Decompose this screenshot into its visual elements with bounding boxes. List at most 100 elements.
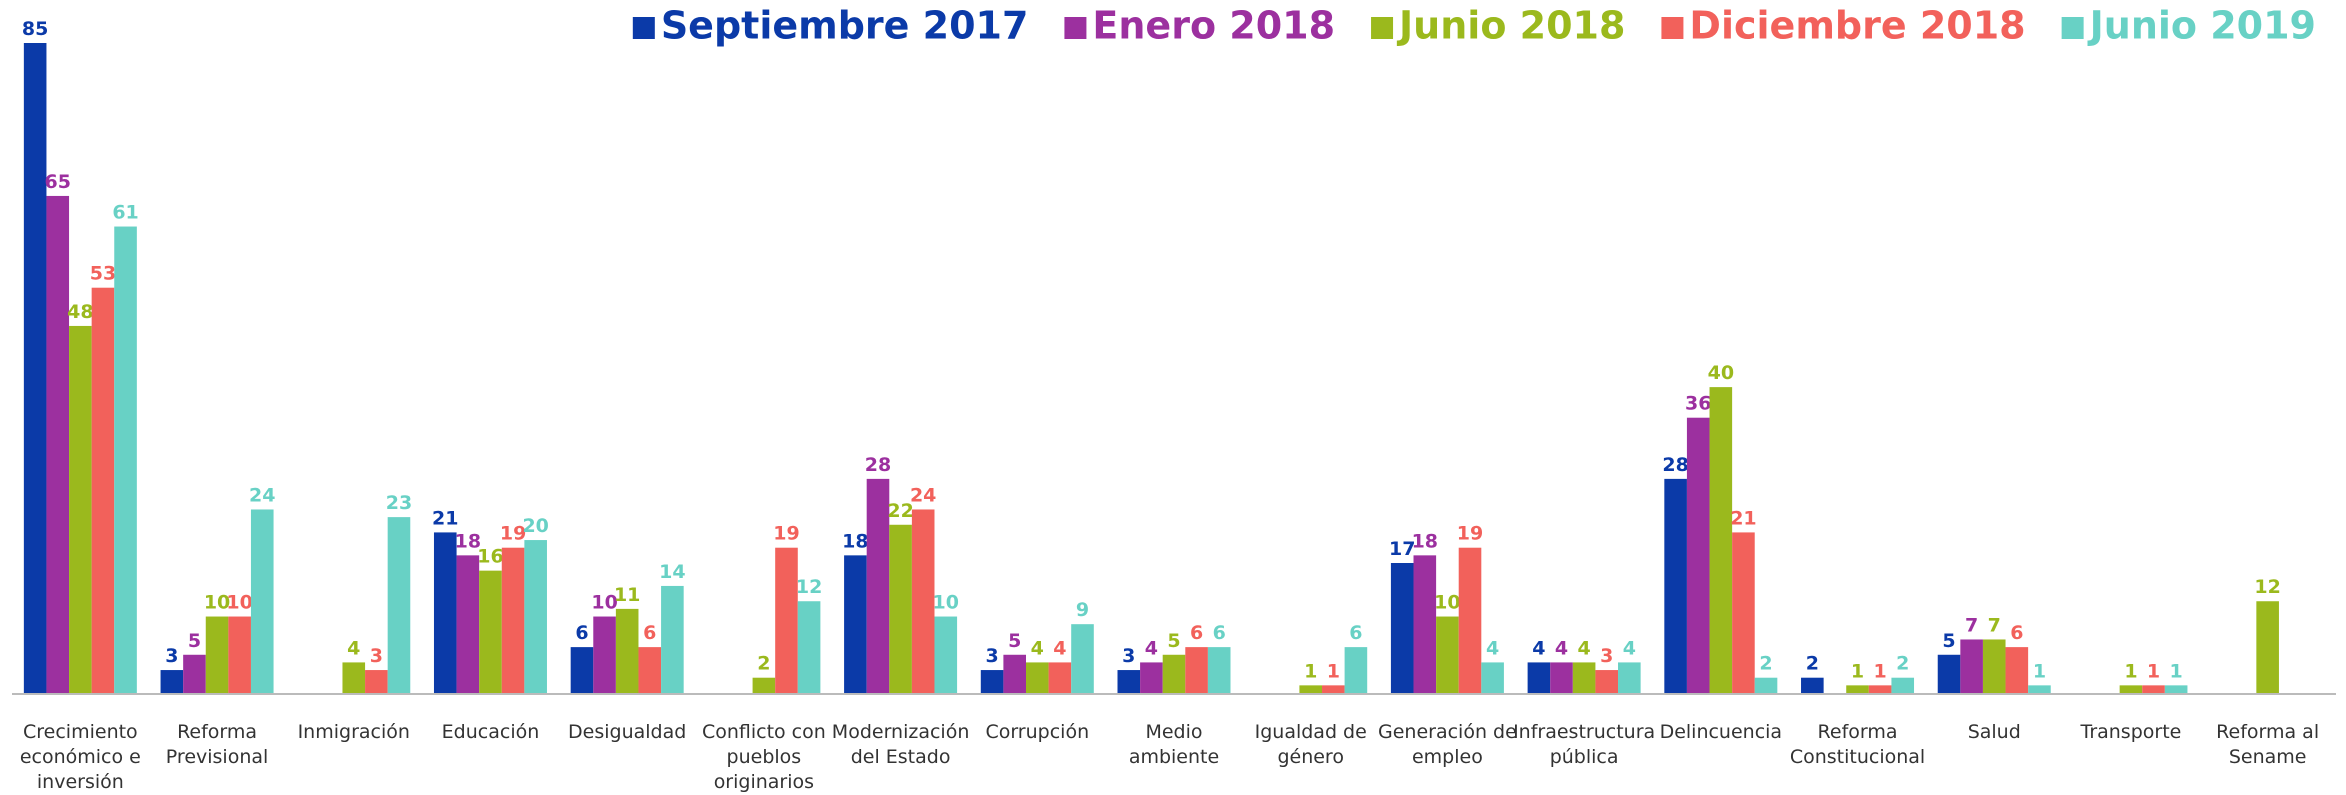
data-label: 18	[1412, 530, 1438, 552]
x-tick-label: Reforma Constitucional	[1790, 721, 1925, 768]
bar	[1868, 685, 1892, 693]
data-label: 4	[1578, 637, 1591, 659]
x-tick-label: Delincuencia	[1660, 721, 1783, 743]
data-label: 10	[226, 592, 252, 614]
bar	[479, 570, 502, 693]
data-label: 53	[90, 263, 116, 285]
bar	[1527, 662, 1551, 693]
data-label: 28	[865, 454, 891, 476]
data-label: 10	[204, 592, 230, 614]
x-tick-label: Educación	[442, 721, 540, 743]
data-label: 1	[1327, 660, 1340, 682]
bar	[1140, 662, 1163, 693]
bar	[1413, 555, 1437, 693]
bar	[1162, 654, 1186, 693]
bar	[1754, 677, 1778, 693]
bar	[1709, 387, 1733, 693]
bar	[1664, 478, 1687, 693]
data-label: 6	[1190, 622, 1203, 644]
bar	[1436, 616, 1459, 693]
bar	[23, 43, 47, 693]
data-label: 3	[985, 645, 998, 667]
data-label: 85	[22, 18, 48, 40]
data-label: 1	[1851, 660, 1864, 682]
data-label: 3	[370, 645, 383, 667]
bar	[2028, 685, 2051, 693]
data-label: 10	[591, 592, 617, 614]
bar	[1732, 532, 1755, 693]
data-label: 6	[1213, 622, 1226, 644]
data-label: 3	[1600, 645, 1613, 667]
data-label: 4	[1623, 637, 1636, 659]
bar	[1618, 662, 1641, 693]
data-label: 20	[522, 515, 548, 537]
bar	[911, 509, 935, 693]
data-label: 6	[575, 622, 588, 644]
data-label: 6	[643, 622, 656, 644]
data-label: 16	[477, 546, 503, 568]
bar	[524, 540, 547, 693]
data-label: 40	[1708, 362, 1734, 384]
data-label: 11	[614, 584, 640, 606]
bar	[501, 547, 525, 693]
data-label: 48	[67, 301, 93, 323]
x-tick-label: Modernización del Estado	[832, 721, 970, 768]
data-label: 2	[1806, 653, 1819, 675]
bar	[228, 616, 251, 693]
legend-label: Septiembre 2017	[661, 4, 1029, 48]
legend-label: Junio 2019	[2087, 4, 2316, 48]
data-label: 19	[500, 523, 526, 545]
bar	[1003, 654, 1026, 693]
data-label: 2	[1759, 653, 1772, 675]
data-label: 21	[432, 507, 458, 529]
data-label: 28	[1662, 454, 1688, 476]
bar	[1572, 662, 1596, 693]
bar	[205, 616, 229, 693]
x-tick-label: Corrupción	[985, 721, 1089, 743]
data-label: 4	[1145, 637, 1158, 659]
legend-label: Diciembre 2018	[1689, 4, 2025, 48]
bar	[934, 616, 958, 693]
data-label: 7	[1965, 614, 1978, 636]
bar	[1117, 670, 1141, 693]
data-label: 1	[2170, 660, 2183, 682]
bar	[1322, 685, 1345, 693]
data-label: 4	[347, 637, 360, 659]
bar	[1344, 647, 1368, 693]
bar	[661, 585, 684, 693]
data-label: 18	[455, 530, 481, 552]
data-label: 1	[1874, 660, 1887, 682]
bar	[775, 547, 798, 693]
data-label: 10	[933, 592, 959, 614]
data-label: 36	[1685, 393, 1711, 415]
bar	[1801, 677, 1824, 693]
bar	[1458, 547, 1482, 693]
data-label: 4	[1031, 637, 1044, 659]
bar	[1982, 639, 2006, 693]
data-label: 19	[773, 523, 799, 545]
data-label: 4	[1053, 637, 1066, 659]
legend-swatch	[1661, 17, 1684, 39]
legend-swatch	[1371, 17, 1394, 39]
bar	[797, 601, 821, 693]
bar	[844, 555, 867, 693]
data-label: 21	[1730, 507, 1756, 529]
data-label: 61	[112, 202, 138, 224]
bar	[1299, 685, 1323, 693]
bar	[1846, 685, 1869, 693]
bar	[2119, 685, 2143, 693]
x-tick-label: Desigualdad	[568, 721, 686, 743]
data-label: 22	[887, 500, 913, 522]
legend-swatch	[2061, 17, 2084, 39]
legend-label: Enero 2018	[1092, 4, 1335, 48]
bar	[160, 670, 184, 693]
bar	[1550, 662, 1573, 693]
data-label: 3	[165, 645, 178, 667]
bar	[593, 616, 616, 693]
data-label: 65	[45, 171, 71, 193]
data-label: 2	[757, 653, 770, 675]
data-label: 1	[2147, 660, 2160, 682]
bar	[570, 647, 594, 693]
bar	[1686, 417, 1710, 693]
